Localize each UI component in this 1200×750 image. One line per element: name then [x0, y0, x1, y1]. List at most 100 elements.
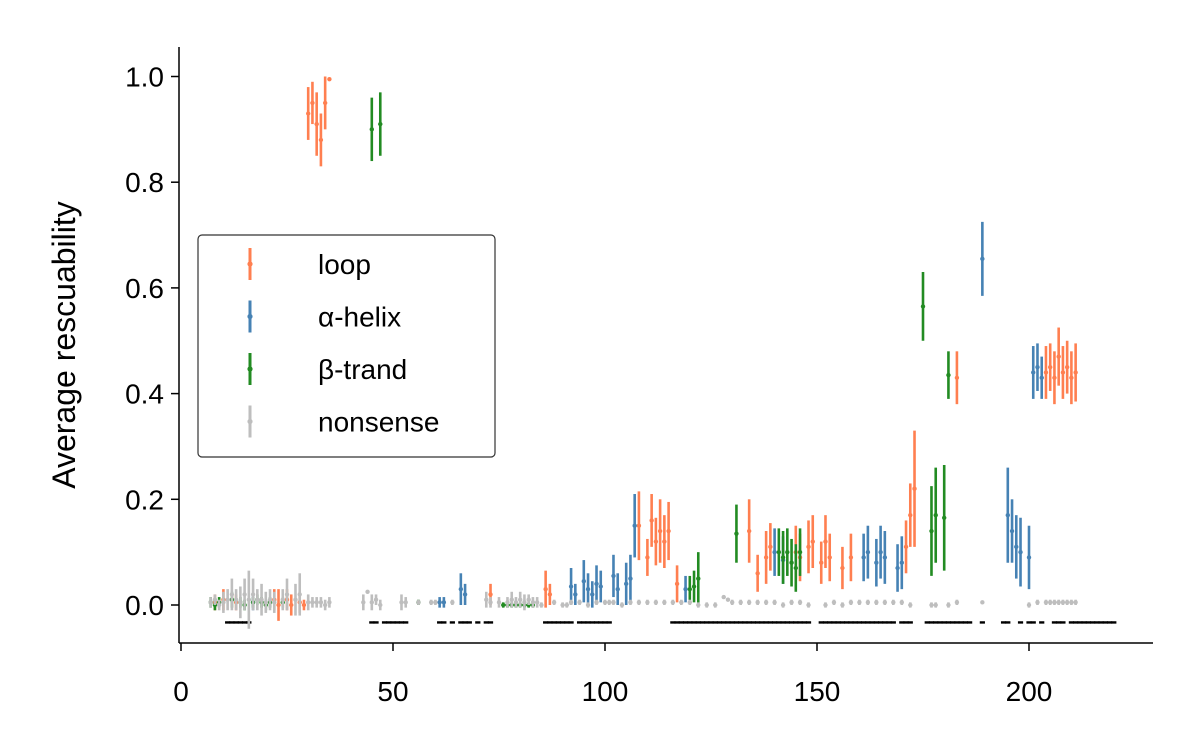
- data-point: [1018, 549, 1023, 555]
- data-point: [942, 515, 947, 520]
- data-point: [585, 586, 591, 592]
- data-point: [806, 602, 811, 608]
- data-point: [1035, 600, 1040, 605]
- data-point: [746, 600, 752, 605]
- data-point: [267, 597, 273, 602]
- data-point: [810, 539, 815, 544]
- y-tick-label: 0.8: [125, 167, 164, 198]
- data-point: [954, 600, 960, 605]
- series-nonsense: [208, 570, 1078, 629]
- data-point: [687, 586, 692, 592]
- data-point: [530, 600, 536, 605]
- data-point: [314, 600, 319, 605]
- data-point: [560, 602, 565, 608]
- data-point: [1073, 600, 1078, 605]
- data-point: [585, 602, 591, 608]
- data-point: [242, 592, 247, 597]
- y-tick-label: 0.4: [125, 379, 164, 410]
- data-point: [611, 600, 616, 605]
- data-point: [696, 602, 701, 608]
- data-point: [840, 565, 845, 571]
- axes: 0.0 0.2 0.4 0.6 0.8 1.0 0 50 100 150 200 Average …: [46, 47, 1153, 707]
- data-point: [318, 600, 324, 605]
- legend-label: nonsense: [318, 407, 439, 438]
- data-point: [632, 523, 637, 528]
- data-point: [573, 592, 578, 597]
- data-point: [636, 600, 642, 605]
- data-point: [899, 560, 904, 565]
- data-point: [322, 100, 328, 106]
- data-point: [1060, 600, 1066, 605]
- data-point: [458, 586, 464, 592]
- data-point: [229, 592, 235, 597]
- data-point: [734, 531, 739, 536]
- legend-entry-α-helix: α-helix: [247, 300, 401, 333]
- data-point: [327, 600, 332, 605]
- data-point: [322, 602, 328, 608]
- y-tick-label: 1.0: [125, 62, 164, 93]
- data-point: [980, 600, 985, 605]
- data-point: [908, 512, 913, 518]
- data-point: [310, 100, 315, 106]
- data-point: [1069, 600, 1074, 605]
- data-point: [624, 581, 629, 587]
- data-point: [840, 602, 845, 608]
- x-tick-label: 0: [173, 676, 189, 707]
- data-point: [276, 602, 281, 608]
- data-point: [1064, 364, 1070, 370]
- data-point: [1060, 370, 1066, 375]
- data-point: [662, 539, 667, 544]
- data-point: [373, 597, 379, 602]
- data-point: [534, 600, 540, 605]
- data-point: [547, 592, 553, 597]
- data-point: [933, 512, 938, 518]
- x-tick-label: 150: [794, 676, 841, 707]
- data-point: [763, 555, 769, 560]
- data-point: [378, 602, 383, 608]
- data-point: [1026, 602, 1032, 608]
- legend-label: β-trand: [318, 354, 407, 385]
- data-point: [513, 600, 519, 605]
- data-point: [857, 600, 862, 605]
- data-point: [628, 576, 633, 581]
- data-point: [823, 539, 828, 544]
- data-point: [255, 597, 260, 602]
- legend-label: loop: [318, 249, 371, 280]
- x-tick-label: 50: [377, 676, 408, 707]
- data-point: [1056, 354, 1061, 359]
- data-point: [250, 592, 256, 597]
- data-point: [674, 581, 680, 587]
- data-point: [713, 602, 718, 608]
- data-point: [496, 600, 502, 605]
- data-point: [437, 600, 442, 605]
- data-point: [327, 76, 332, 82]
- data-point: [704, 602, 709, 608]
- legend-entry-β-trand: β-trand: [247, 353, 407, 385]
- data-point: [819, 560, 824, 565]
- data-point: [1031, 370, 1036, 375]
- data-point: [246, 597, 252, 602]
- legend-label: α-helix: [318, 302, 401, 333]
- data-point: [920, 304, 926, 309]
- data-point: [657, 528, 663, 534]
- data-point: [636, 523, 642, 528]
- data-point: [1069, 375, 1074, 380]
- data-point: [293, 597, 298, 602]
- data-point: [488, 600, 493, 605]
- data-point: [365, 589, 370, 594]
- data-point: [581, 579, 586, 584]
- data-point: [361, 600, 366, 605]
- data-point: [848, 600, 854, 605]
- data-point: [568, 584, 574, 589]
- data-point: [980, 256, 985, 262]
- data-point: [619, 602, 625, 608]
- data-point: [369, 600, 374, 605]
- data-point: [594, 600, 599, 605]
- data-point: [1073, 370, 1078, 375]
- data-point: [908, 602, 913, 608]
- data-point: [310, 600, 315, 605]
- data-point: [725, 597, 731, 602]
- data-point: [1052, 375, 1057, 380]
- data-point: [590, 592, 595, 597]
